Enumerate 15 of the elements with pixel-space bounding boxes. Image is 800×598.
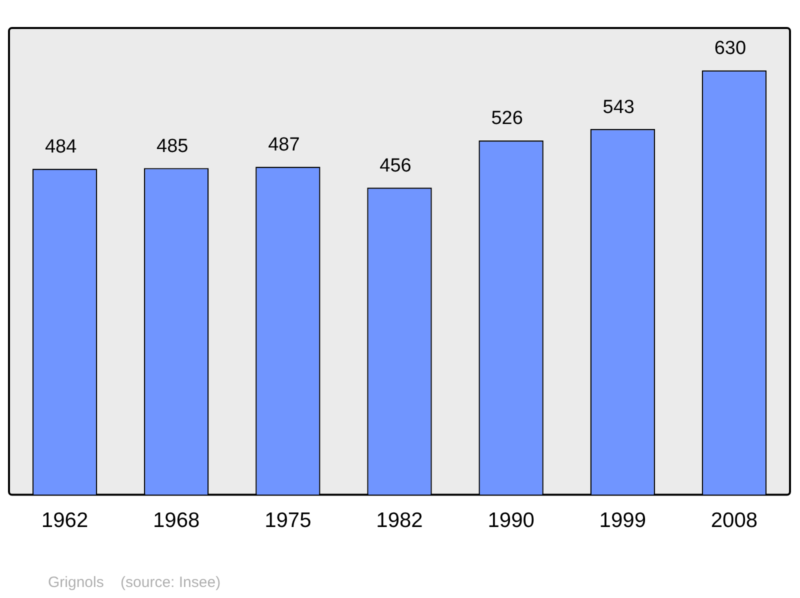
- x-tick-label: 1990: [488, 509, 534, 532]
- x-tick-label: 1962: [41, 509, 88, 532]
- x-tick-label: 1975: [264, 509, 312, 532]
- text: Grignols (source: Insee): [48, 574, 221, 591]
- x-tick-label: 2008: [710, 509, 758, 532]
- x-tick-label: 1999: [599, 509, 646, 532]
- data-label: 485: [156, 136, 188, 157]
- data-label: 456: [380, 155, 412, 176]
- data-label: 484: [44, 136, 78, 158]
- x-tick-label: 1968: [153, 509, 200, 532]
- data-label: 526: [491, 108, 523, 130]
- data-label: 630: [714, 38, 746, 60]
- data-label: 487: [268, 134, 300, 156]
- x-tick-label: 1982: [376, 509, 423, 532]
- data-label: 543: [602, 96, 634, 118]
